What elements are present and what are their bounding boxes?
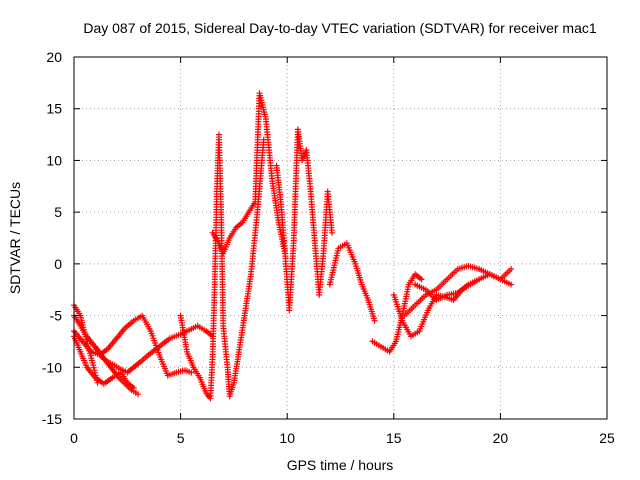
x-tick-label: 0 [70,430,78,446]
series-markers [369,271,425,355]
series-track-10 [369,271,425,355]
grid-lines [74,57,607,419]
y-tick-label: -10 [42,359,62,375]
series-track-13 [401,262,515,319]
x-tick-label: 5 [177,430,185,446]
plot-frame [73,56,608,420]
series-track-8 [273,126,335,314]
y-tick-label: 0 [54,256,62,272]
x-tick-label: 15 [386,430,402,446]
axis-ticks: 0 5 10 15 20 25 -15 -10 -5 0 5 10 15 20 [42,49,615,446]
series-track-9 [326,240,378,324]
y-tick-label: -5 [50,308,63,324]
series-markers [273,126,335,314]
plot-border [73,56,608,420]
x-tick-label: 25 [599,430,615,446]
y-tick-label: 15 [46,101,62,117]
series-markers [177,131,267,402]
series-markers [401,262,515,319]
series-markers [326,240,378,324]
x-tick-label: 20 [493,430,509,446]
series-track-7 [209,90,289,257]
y-axis-label: SDTVAR / TECUs [7,182,23,294]
chart-title: Day 087 of 2015, Sidereal Day-to-day VTE… [83,20,596,36]
data-series [71,90,515,402]
y-tick-label: 5 [54,204,62,220]
series-markers [209,90,289,257]
x-tick-label: 10 [279,430,295,446]
x-axis-label: GPS time / hours [287,457,394,473]
y-tick-label: -15 [42,411,62,427]
y-tick-label: 20 [46,49,62,65]
y-tick-label: 10 [46,152,62,168]
series-track-6 [177,131,267,402]
